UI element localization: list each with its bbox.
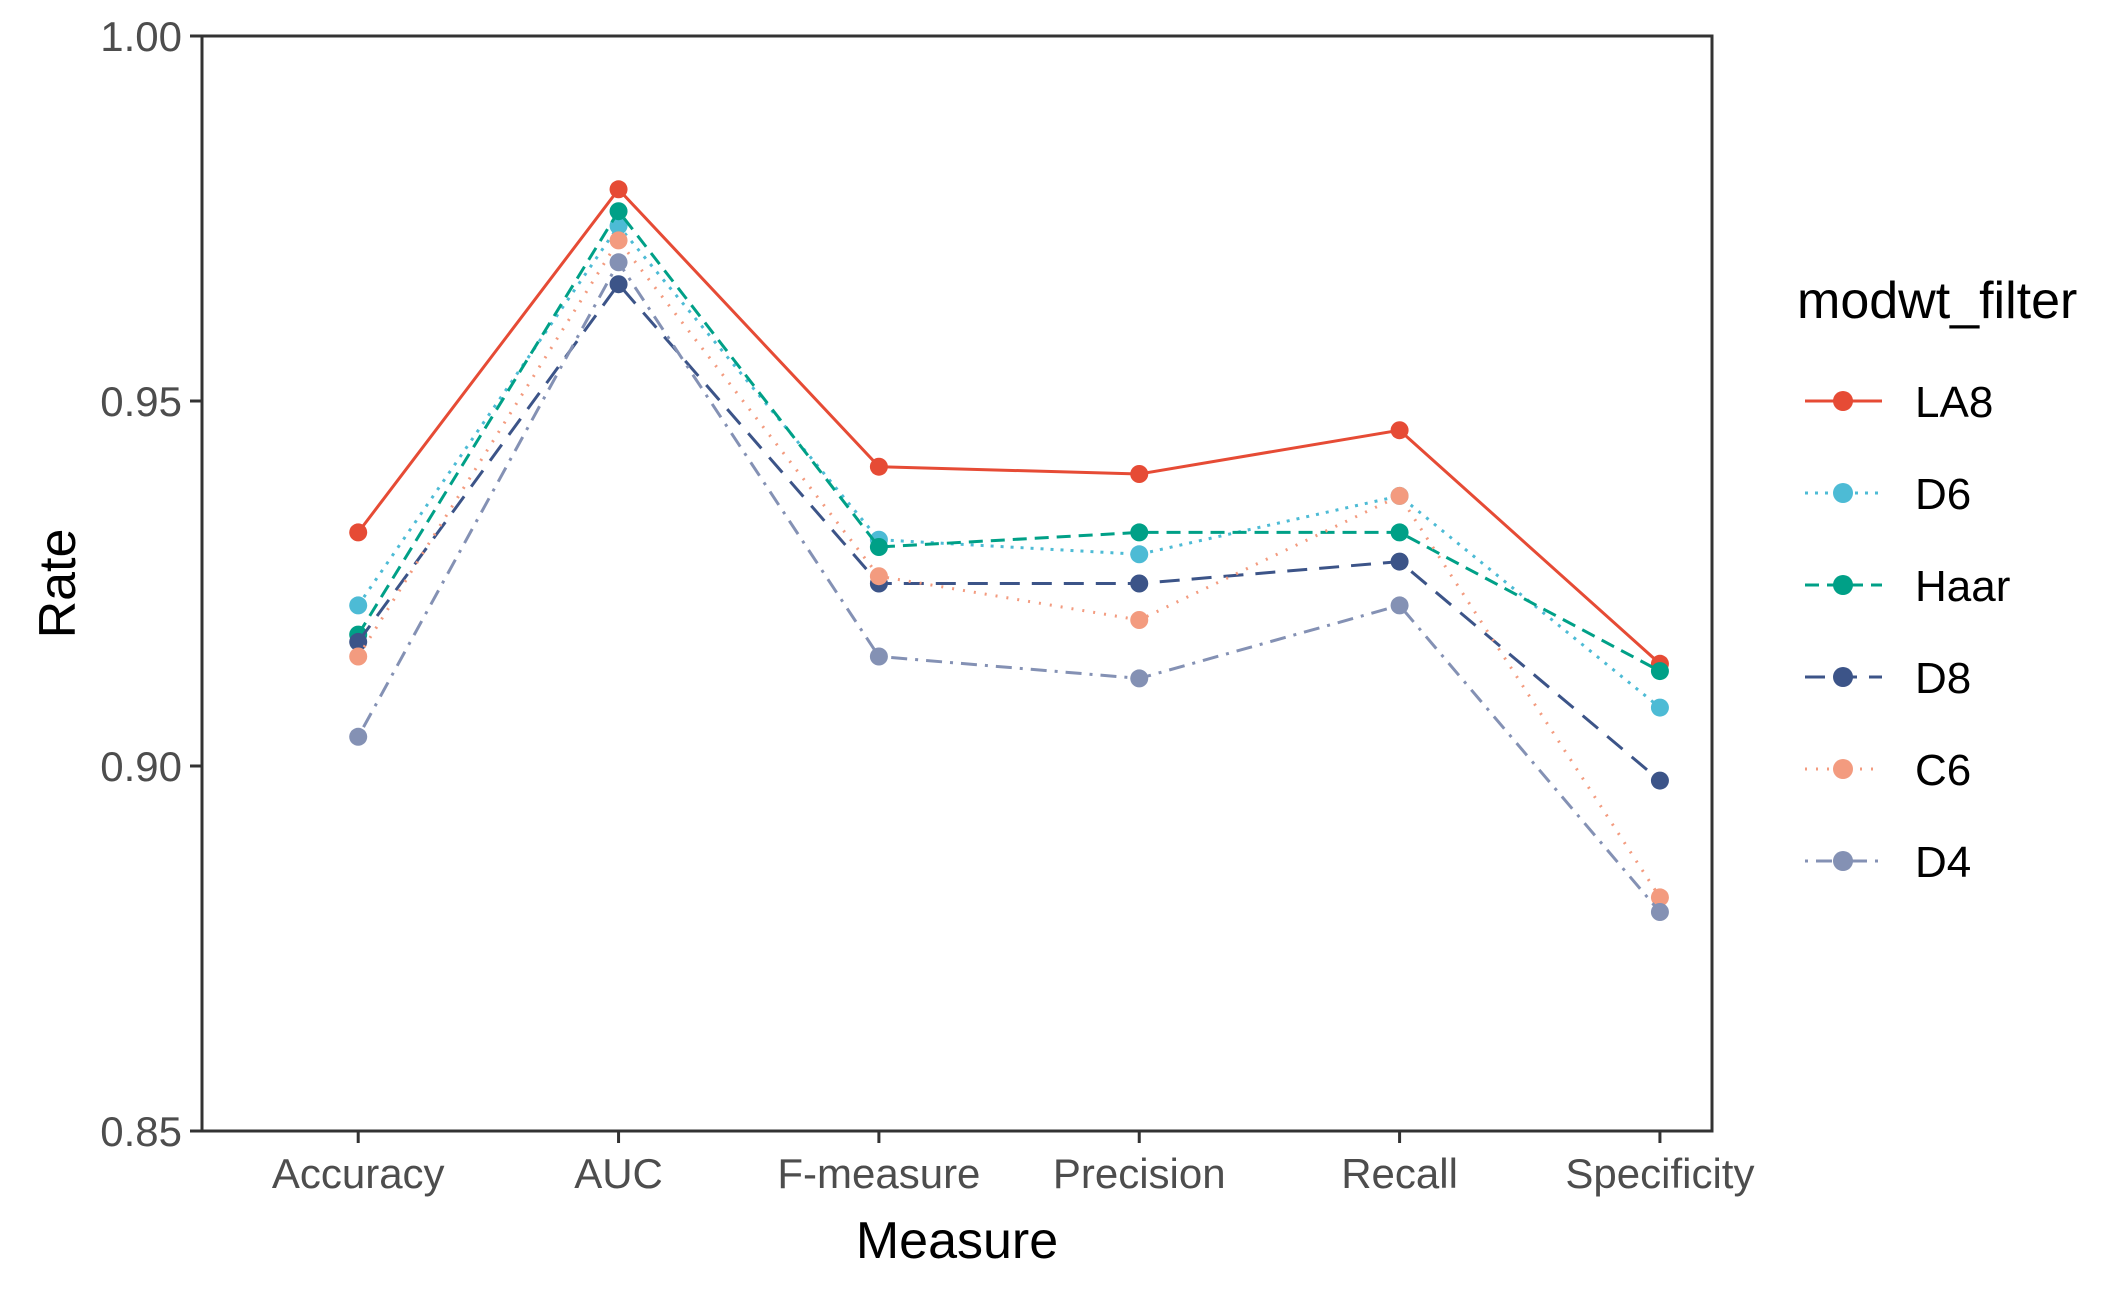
x-tick-label: F-measure	[777, 1150, 980, 1197]
x-axis-title: Measure	[856, 1212, 1058, 1270]
data-point	[1130, 574, 1149, 593]
legend: modwt_filter LA8 D6 Haar D8 C6 D4	[1797, 272, 2077, 887]
legend-label: D4	[1915, 838, 1971, 887]
series-line	[356, 281, 1661, 782]
data-point	[609, 202, 628, 221]
data-point	[1650, 698, 1669, 717]
data-point	[1390, 523, 1409, 542]
legend-label: C6	[1915, 746, 1971, 795]
x-axis: Accuracy AUC F-measure Precision Recall Speci…	[272, 1131, 1754, 1197]
data-point	[869, 538, 888, 556]
series-haar	[349, 202, 1669, 681]
series-c6	[349, 231, 1669, 907]
data-point	[1130, 545, 1149, 564]
data-point	[1650, 662, 1669, 681]
y-tick-label: 0.95	[100, 378, 182, 425]
x-tick-label: AUC	[574, 1150, 663, 1197]
data-point	[349, 727, 368, 746]
data-point	[1390, 596, 1409, 615]
series-d8	[349, 275, 1669, 790]
panel-border	[200, 34, 1714, 1133]
data-point	[609, 253, 628, 272]
data-point	[609, 275, 628, 294]
legend-label: Haar	[1915, 562, 2010, 611]
legend-item-d8: D8	[1805, 654, 1971, 703]
x-tick-label: Precision	[1053, 1150, 1226, 1197]
x-tick-label: Accuracy	[272, 1150, 445, 1197]
data-point	[349, 632, 368, 651]
data-point	[1130, 465, 1149, 483]
data-point	[1390, 552, 1409, 571]
plot-area	[200, 34, 1714, 1133]
legend-key-point	[1833, 667, 1853, 687]
data-point	[609, 180, 628, 199]
legend-key-point	[1833, 391, 1853, 411]
series-la8	[349, 180, 1669, 673]
series-line	[356, 208, 1661, 673]
series-line	[356, 237, 1662, 899]
x-tick-label: Recall	[1341, 1150, 1458, 1197]
legend-title: modwt_filter	[1797, 272, 2077, 330]
series-line	[356, 259, 1662, 913]
data-point	[1130, 523, 1149, 542]
data-point	[1390, 421, 1409, 440]
legend-label: D6	[1915, 470, 1971, 519]
series-d6	[349, 216, 1669, 717]
legend-key-point	[1833, 851, 1853, 871]
legend-key-point	[1833, 575, 1853, 595]
series-layer	[349, 180, 1669, 921]
series-line	[356, 223, 1661, 709]
legend-label: D8	[1915, 654, 1971, 703]
legend-item-d6: D6	[1805, 470, 1971, 519]
data-point	[869, 647, 888, 666]
y-tick-label: 0.85	[100, 1108, 182, 1155]
legend-key-point	[1833, 759, 1853, 779]
data-point	[869, 457, 888, 476]
y-tick-label: 0.90	[100, 743, 182, 790]
series-d4	[349, 253, 1669, 921]
series-line	[357, 186, 1661, 665]
data-point	[869, 567, 888, 586]
data-point	[349, 523, 368, 542]
data-point	[1650, 903, 1669, 921]
y-axis: 0.85 0.90 0.95 1.00	[100, 13, 202, 1155]
legend-item-la8: LA8	[1805, 378, 1993, 427]
legend-item-d4: D4	[1805, 838, 1971, 887]
y-tick-label: 1.00	[100, 13, 182, 60]
legend-key-point	[1833, 483, 1853, 503]
data-point	[1390, 486, 1409, 505]
legend-label: LA8	[1915, 378, 1993, 427]
data-point	[349, 647, 368, 666]
data-point	[1130, 611, 1149, 629]
x-tick-label: Specificity	[1565, 1150, 1754, 1197]
legend-item-c6: C6	[1805, 746, 1971, 795]
data-point	[1130, 669, 1149, 688]
legend-item-haar: Haar	[1805, 562, 2010, 611]
y-axis-title: Rate	[29, 529, 87, 639]
data-point	[609, 231, 628, 250]
data-point	[349, 596, 368, 615]
data-point	[1650, 771, 1669, 790]
data-point	[1650, 888, 1669, 907]
